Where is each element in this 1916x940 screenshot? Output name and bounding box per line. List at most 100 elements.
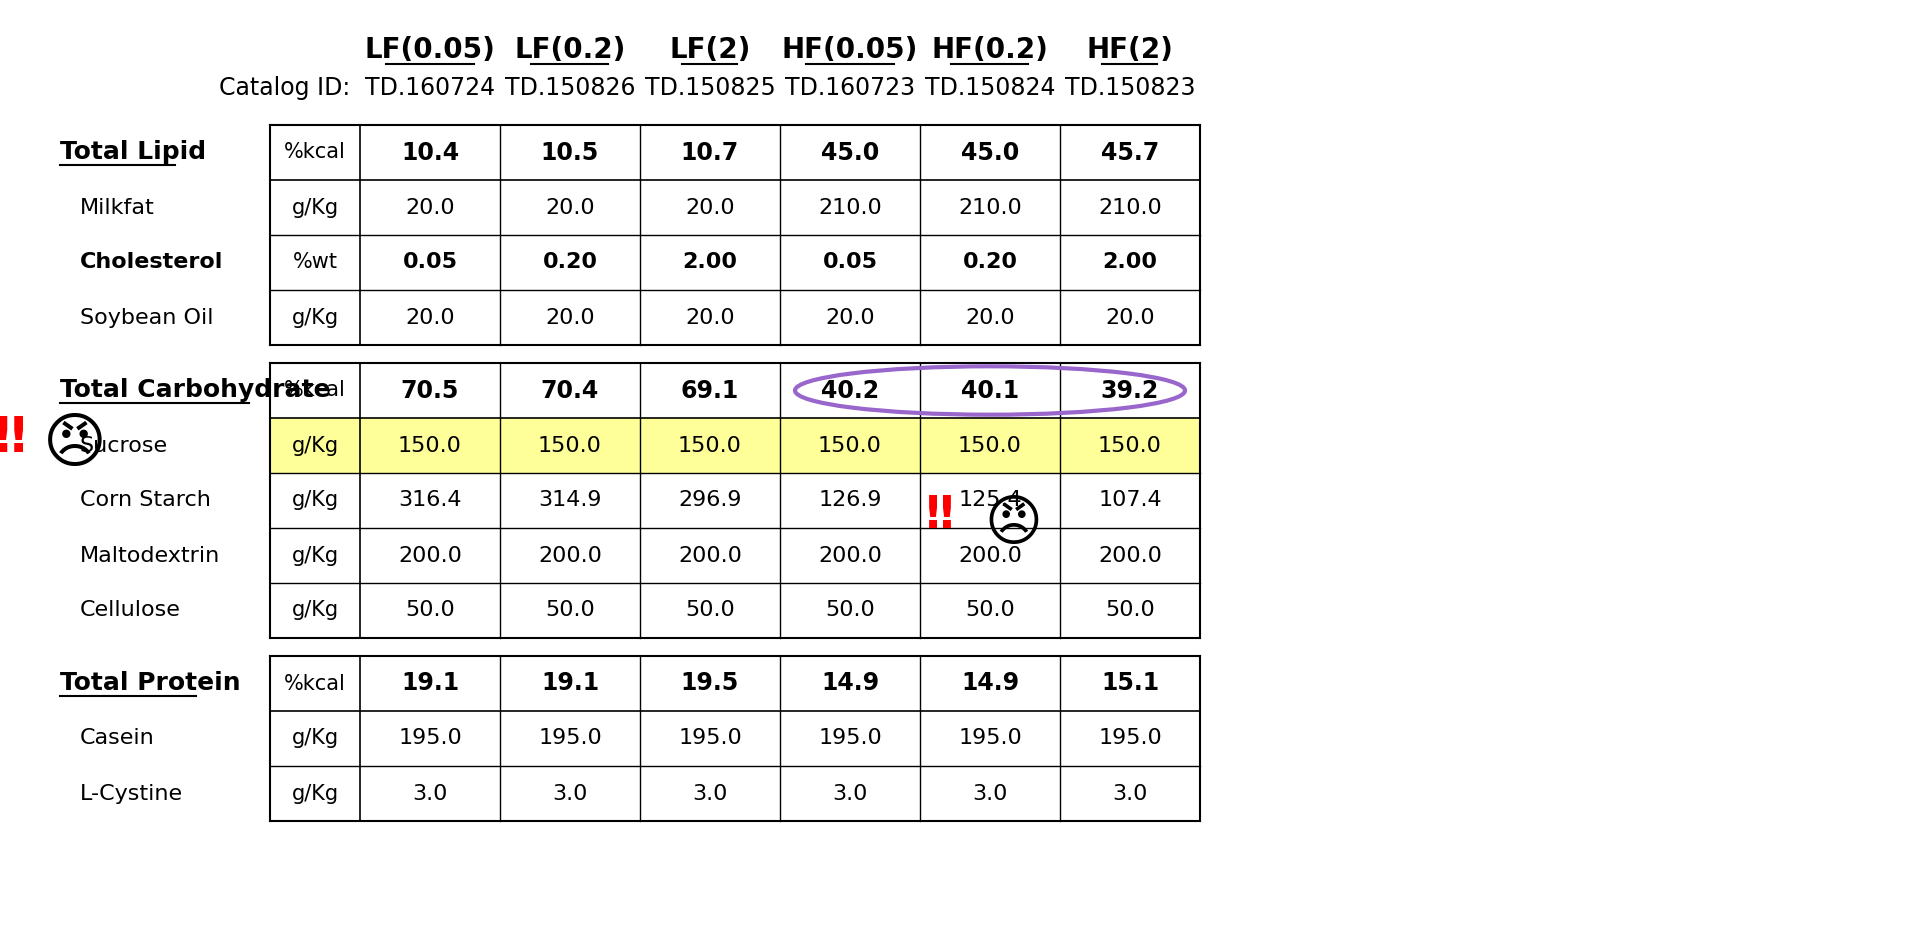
Text: 10.5: 10.5	[540, 140, 600, 164]
Text: Total Lipid: Total Lipid	[59, 140, 207, 164]
Text: 45.7: 45.7	[1102, 140, 1159, 164]
Text: 150.0: 150.0	[678, 435, 741, 456]
Text: 19.1: 19.1	[400, 671, 460, 696]
Text: g/Kg: g/Kg	[291, 545, 339, 566]
Text: Total Protein: Total Protein	[59, 671, 241, 696]
Text: 200.0: 200.0	[538, 545, 602, 566]
Text: 20.0: 20.0	[686, 307, 736, 327]
Text: 314.9: 314.9	[538, 491, 602, 510]
Text: 14.9: 14.9	[820, 671, 879, 696]
Text: 45.0: 45.0	[962, 140, 1019, 164]
Text: 20.0: 20.0	[966, 307, 1015, 327]
Text: 2.00: 2.00	[1102, 253, 1157, 273]
Text: TD.150826: TD.150826	[504, 76, 636, 100]
Text: TD.160723: TD.160723	[786, 76, 916, 100]
Text: %wt: %wt	[293, 253, 337, 273]
Text: 200.0: 200.0	[399, 545, 462, 566]
Text: 195.0: 195.0	[958, 728, 1021, 748]
Text: TD.150824: TD.150824	[925, 76, 1056, 100]
Text: 200.0: 200.0	[818, 545, 881, 566]
Text: Cellulose: Cellulose	[80, 601, 180, 620]
Text: 50.0: 50.0	[546, 601, 594, 620]
Text: g/Kg: g/Kg	[291, 435, 339, 456]
Text: Maltodextrin: Maltodextrin	[80, 545, 220, 566]
Text: LF(2): LF(2)	[669, 36, 751, 64]
Text: 210.0: 210.0	[818, 197, 881, 217]
Text: 195.0: 195.0	[818, 728, 881, 748]
Text: 0.20: 0.20	[542, 253, 598, 273]
Text: 195.0: 195.0	[538, 728, 602, 748]
Text: 200.0: 200.0	[1098, 545, 1161, 566]
Text: 50.0: 50.0	[686, 601, 736, 620]
Text: g/Kg: g/Kg	[291, 601, 339, 620]
Text: 20.0: 20.0	[546, 307, 594, 327]
Text: 50.0: 50.0	[404, 601, 454, 620]
Text: Total Carbohydrate: Total Carbohydrate	[59, 379, 330, 402]
Text: 210.0: 210.0	[958, 197, 1021, 217]
Text: 2.00: 2.00	[682, 253, 738, 273]
Text: 19.1: 19.1	[540, 671, 600, 696]
Text: 0.05: 0.05	[822, 253, 878, 273]
Text: 0.05: 0.05	[402, 253, 458, 273]
Text: g/Kg: g/Kg	[291, 728, 339, 748]
Text: 0.20: 0.20	[962, 253, 1017, 273]
Text: 😠: 😠	[985, 498, 1042, 552]
Text: Corn Starch: Corn Starch	[80, 491, 211, 510]
Text: ‼: ‼	[0, 414, 25, 462]
Text: g/Kg: g/Kg	[291, 784, 339, 804]
Text: 70.5: 70.5	[400, 379, 460, 402]
Text: 69.1: 69.1	[680, 379, 740, 402]
Text: 10.7: 10.7	[680, 140, 740, 164]
Text: 19.5: 19.5	[680, 671, 740, 696]
Text: 150.0: 150.0	[958, 435, 1021, 456]
Text: 107.4: 107.4	[1098, 491, 1161, 510]
Text: 125.4: 125.4	[958, 491, 1021, 510]
Text: 14.9: 14.9	[962, 671, 1019, 696]
Text: 20.0: 20.0	[826, 307, 876, 327]
Text: 20.0: 20.0	[404, 197, 454, 217]
Text: HF(0.05): HF(0.05)	[782, 36, 918, 64]
Text: 20.0: 20.0	[546, 197, 594, 217]
Text: Milkfat: Milkfat	[80, 197, 155, 217]
Text: 3.0: 3.0	[552, 784, 588, 804]
Text: 316.4: 316.4	[399, 491, 462, 510]
Text: 15.1: 15.1	[1102, 671, 1159, 696]
Text: 20.0: 20.0	[404, 307, 454, 327]
Text: 20.0: 20.0	[686, 197, 736, 217]
Text: 150.0: 150.0	[818, 435, 881, 456]
Text: 195.0: 195.0	[399, 728, 462, 748]
Text: 50.0: 50.0	[1106, 601, 1155, 620]
Text: 😠: 😠	[44, 416, 107, 475]
Text: 200.0: 200.0	[678, 545, 741, 566]
Text: 3.0: 3.0	[412, 784, 448, 804]
Text: 195.0: 195.0	[678, 728, 741, 748]
Text: 150.0: 150.0	[399, 435, 462, 456]
Text: 3.0: 3.0	[1113, 784, 1148, 804]
Text: g/Kg: g/Kg	[291, 197, 339, 217]
Text: %kcal: %kcal	[284, 381, 347, 400]
Text: 50.0: 50.0	[826, 601, 876, 620]
Text: LF(0.05): LF(0.05)	[364, 36, 496, 64]
Text: TD.150825: TD.150825	[644, 76, 776, 100]
Text: L-Cystine: L-Cystine	[80, 784, 184, 804]
Text: 200.0: 200.0	[958, 545, 1021, 566]
Text: HF(0.2): HF(0.2)	[931, 36, 1048, 64]
Text: 45.0: 45.0	[820, 140, 879, 164]
Text: Casein: Casein	[80, 728, 155, 748]
Text: 3.0: 3.0	[692, 784, 728, 804]
Bar	[270, 418, 1199, 473]
Text: 40.2: 40.2	[820, 379, 879, 402]
Text: 150.0: 150.0	[1098, 435, 1161, 456]
Text: Cholesterol: Cholesterol	[80, 253, 224, 273]
Text: TD.160724: TD.160724	[364, 76, 494, 100]
Text: 3.0: 3.0	[971, 784, 1008, 804]
Text: 20.0: 20.0	[1106, 307, 1155, 327]
Text: 195.0: 195.0	[1098, 728, 1161, 748]
Text: %kcal: %kcal	[284, 673, 347, 694]
Text: %kcal: %kcal	[284, 143, 347, 163]
Text: HF(2): HF(2)	[1086, 36, 1173, 64]
Text: 70.4: 70.4	[540, 379, 600, 402]
Text: 150.0: 150.0	[538, 435, 602, 456]
Text: LF(0.2): LF(0.2)	[513, 36, 627, 64]
Text: 210.0: 210.0	[1098, 197, 1161, 217]
